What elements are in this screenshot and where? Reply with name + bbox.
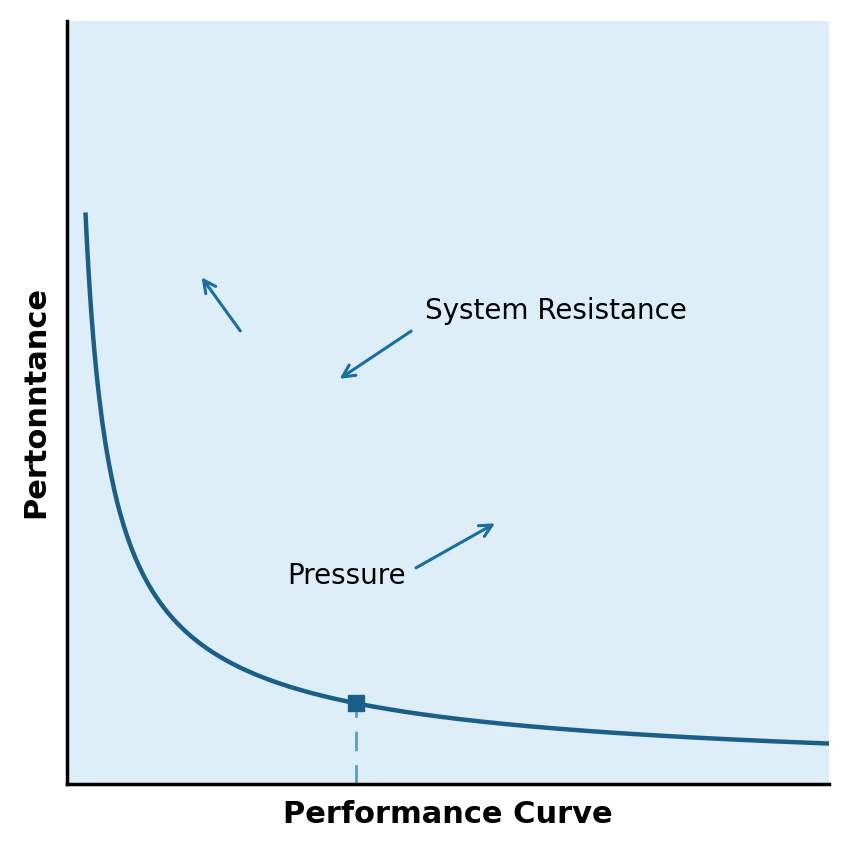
X-axis label: Performance Curve: Performance Curve: [283, 800, 613, 829]
Y-axis label: Pertonntance: Pertonntance: [21, 286, 50, 518]
Text: System Resistance: System Resistance: [425, 298, 687, 326]
Text: Pressure: Pressure: [287, 563, 406, 591]
